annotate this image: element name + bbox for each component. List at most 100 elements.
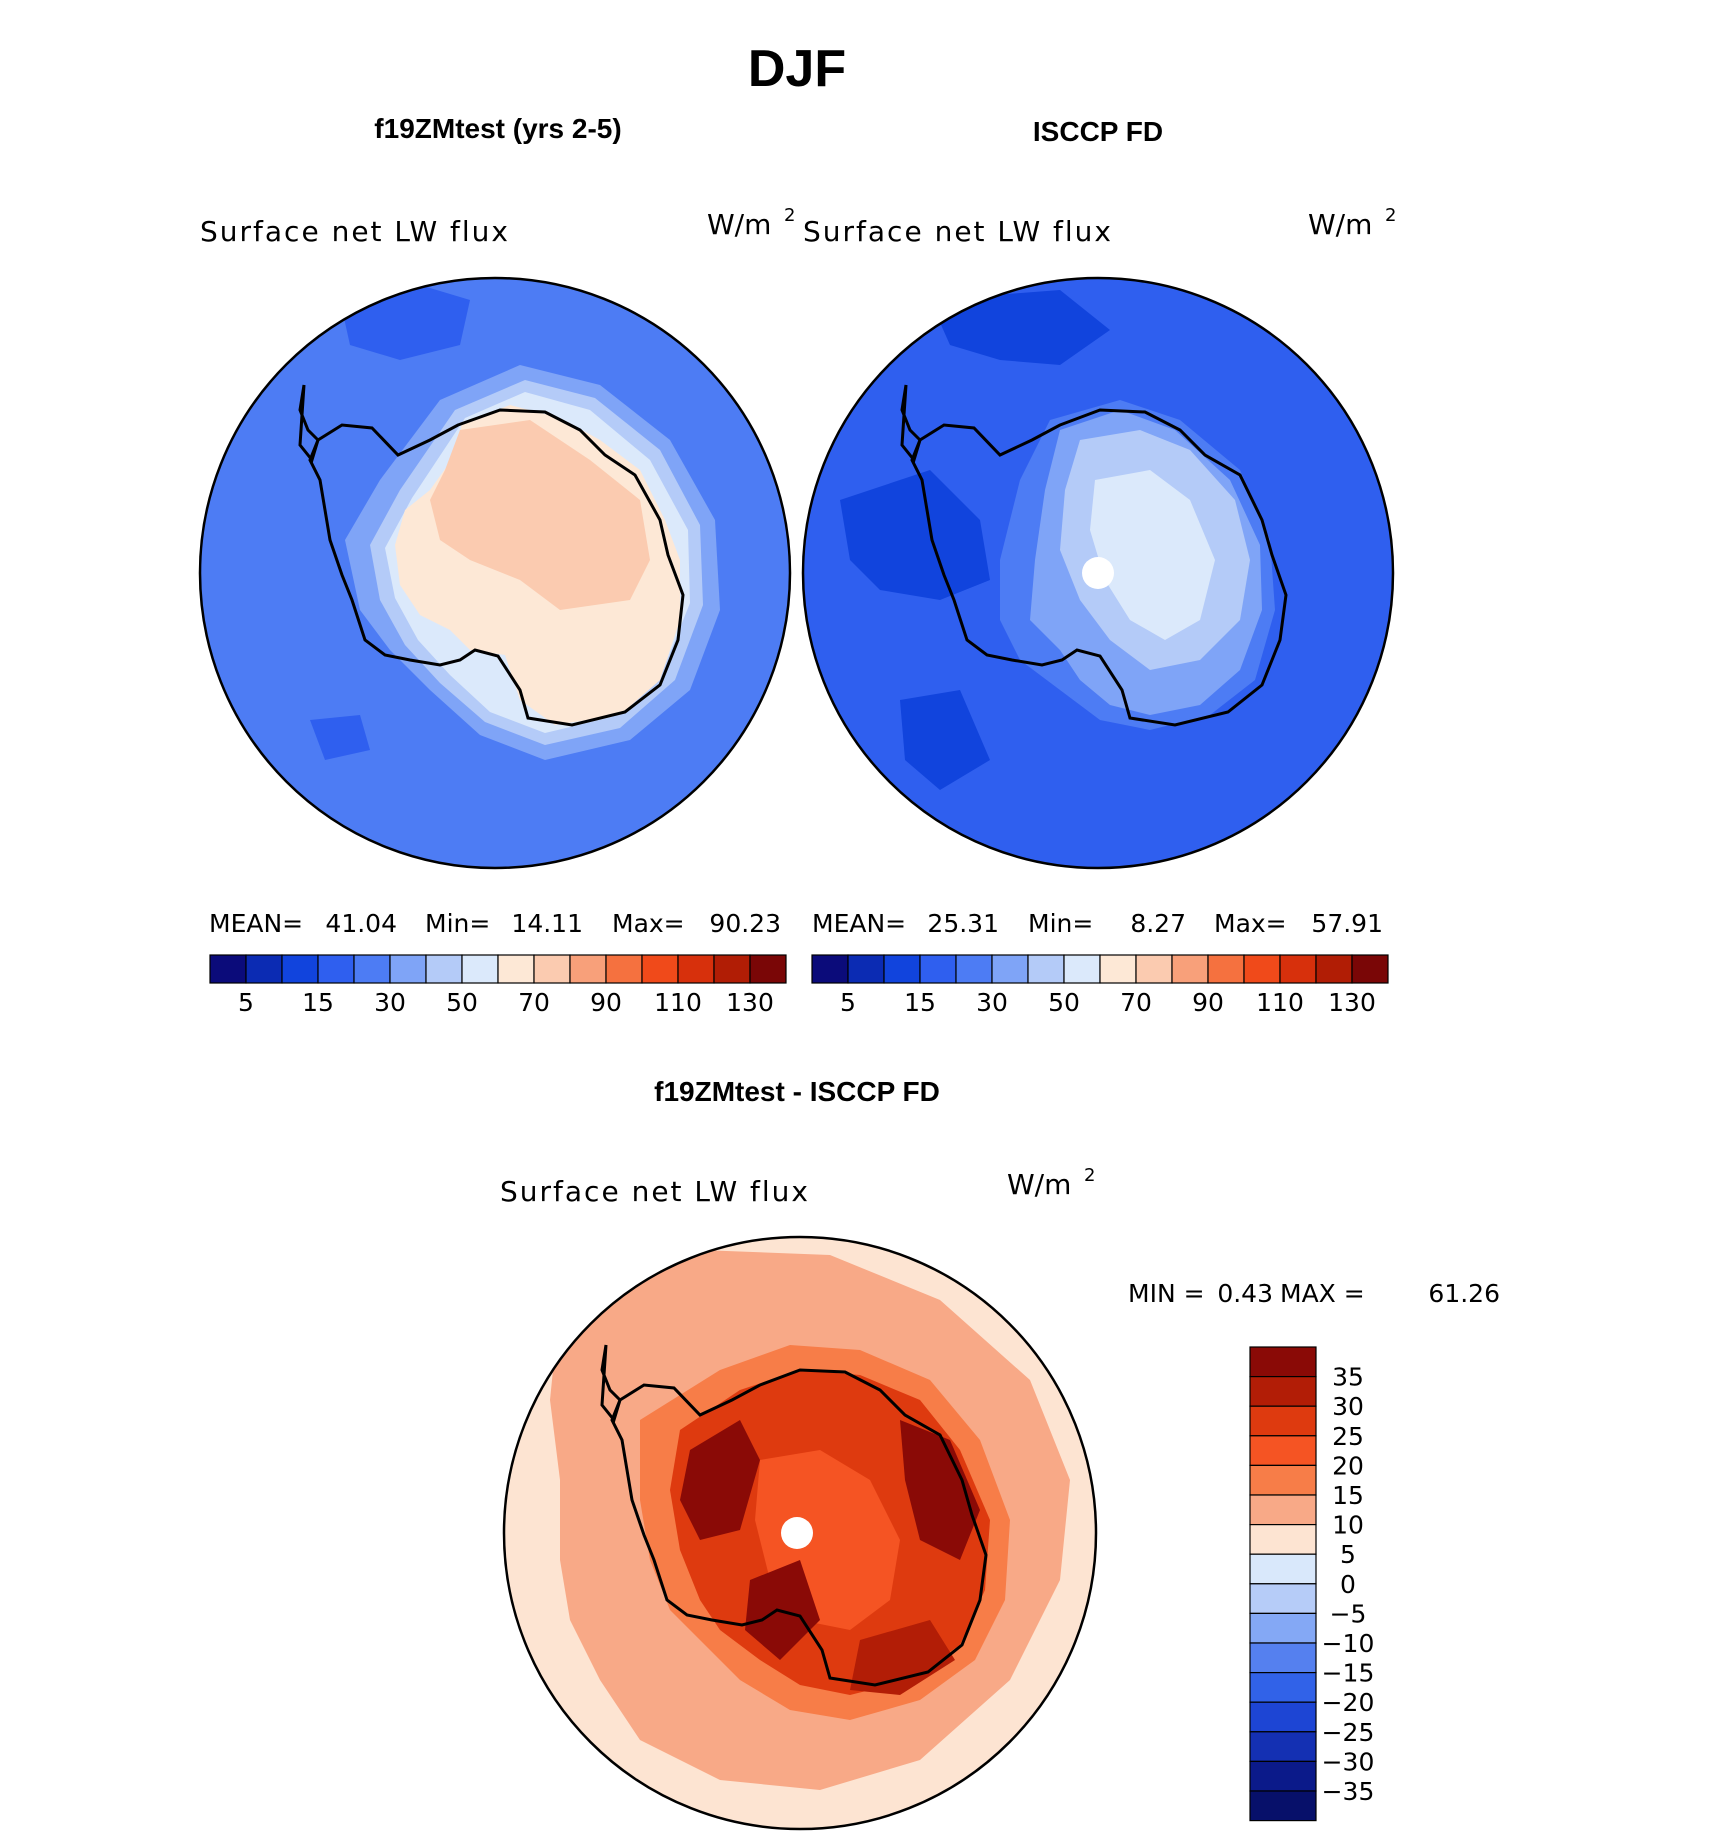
colorbar-tick-label: −35 [1322,1777,1375,1806]
colorbar-swatch [1249,1435,1317,1467]
colorbar-tick-label: 70 [518,988,550,1017]
mean-label: MEAN= [209,909,303,938]
colorbar-swatch [1135,954,1173,984]
colorbar-swatch [1207,954,1245,984]
colorbar-tick-label: 50 [446,988,478,1017]
colorbar-swatch [641,954,679,984]
colorbar-swatch [1249,1553,1317,1585]
colorbar-swatch [1249,1642,1317,1674]
colorbar-swatch [677,954,715,984]
colorbar-swatch [317,954,355,984]
pole-hole [1082,557,1114,589]
panel-model: f19ZMtest (yrs 2-5) Surface net LW flux … [198,113,795,1017]
colorbar-tick-label: 35 [1332,1363,1364,1392]
min-label: Min= [1028,909,1093,938]
variable-label: Surface net LW flux [803,215,1113,248]
colorbar-swatch [533,954,571,984]
mean-label: MEAN= [812,909,906,938]
peak-patch [900,1420,980,1560]
min-value: 0.43 [1217,1279,1273,1308]
colorbar-tick-label: 5 [1340,1540,1356,1569]
mean-value: 25.31 [927,909,999,938]
colorbar-swatch [425,954,463,984]
units-text: W/m [1007,1168,1071,1201]
colorbar-tick-label: 15 [904,988,936,1017]
variable-label: Surface net LW flux [200,215,510,248]
colorbar-tick-label: 0 [1340,1570,1356,1599]
colorbar-swatch [1315,954,1353,984]
colorbar-horizontal: 5 15 30 50 70 90 110 130 [811,954,1389,1017]
colorbar-swatch [353,954,391,984]
colorbar-swatch [749,954,787,984]
colorbar-tick-label: 30 [1332,1392,1364,1421]
colorbar-tick-label: 90 [590,988,622,1017]
panel-difference: f19ZMtest - ISCCP FD Surface net LW flux… [500,1076,1500,1831]
season-title: DJF [748,40,846,98]
colorbar-tick-label: −25 [1322,1718,1375,1747]
min-label: Min= [425,909,490,938]
colorbar-swatch [1249,1790,1317,1822]
low-flux-patch [900,690,990,790]
mean-value: 41.04 [325,909,397,938]
colorbar-tick-label: −15 [1322,1659,1375,1688]
colorbar-tick-label: 110 [1256,988,1304,1017]
colorbar-swatch [1249,1701,1317,1733]
colorbar-swatch [245,954,283,984]
stats-line: MEAN= 25.31 Min= 8.27 Max= 57.91 [812,909,1383,938]
colorbar-tick-label: 70 [1120,988,1152,1017]
colorbar-tick-label: 130 [1328,988,1376,1017]
units-label: W/m 2 [707,205,795,241]
colorbar-swatch [461,954,499,984]
colorbar-tick-label: 15 [302,988,334,1017]
colorbar-swatch [569,954,607,984]
colorbar-swatch [1249,1760,1317,1792]
max-value: 57.91 [1311,909,1383,938]
colorbar-swatch [1249,1464,1317,1496]
colorbar-tick-label: 30 [374,988,406,1017]
colorbar-swatch [1249,1583,1317,1615]
colorbar-tick-label: 5 [840,988,856,1017]
units-exponent: 2 [1084,1165,1095,1186]
low-flux-patch [310,715,370,760]
panel-title: ISCCP FD [1033,116,1163,147]
units-text: W/m [707,208,771,241]
colorbar-swatch [713,954,751,984]
min-value: 8.27 [1130,909,1186,938]
colorbar-tick-label: 20 [1332,1451,1364,1480]
colorbar-swatch [1099,954,1137,984]
colorbar-swatch [1249,1671,1317,1703]
map-boundary [502,1235,1098,1831]
map-boundary [801,276,1395,870]
colorbar-swatch [497,954,535,984]
min-label: MIN = [1128,1279,1205,1308]
colorbar-swatch [847,954,885,984]
colorbar-swatch [1249,1375,1317,1407]
colorbar-swatch [991,954,1029,984]
colorbar-swatch [209,954,247,984]
map-area [504,1237,1096,1829]
colorbar-swatch [605,954,643,984]
colorbar-tick-label: 90 [1192,988,1224,1017]
colorbar-swatch [811,954,849,984]
colorbar-tick-label: 30 [976,988,1008,1017]
colorbar-swatch [1243,954,1281,984]
colorbar-horizontal: 5 15 30 50 70 90 110 130 [209,954,787,1017]
colorbar-swatch [1351,954,1389,984]
colorbar-swatch [955,954,993,984]
colorbar-tick-label: 130 [726,988,774,1017]
colorbar-tick-label: −30 [1322,1747,1375,1776]
max-value: 90.23 [709,909,781,938]
units-text: W/m [1308,208,1372,241]
colorbar-tick-label: −10 [1322,1629,1375,1658]
colorbar-tick-label: 15 [1332,1481,1364,1510]
colorbar-swatch [1279,954,1317,984]
colorbar-tick-label: −20 [1322,1688,1375,1717]
colorbar-tick-label: 50 [1048,988,1080,1017]
panel-title: f19ZMtest (yrs 2-5) [374,113,621,144]
peninsula-outline [900,384,922,464]
peak-patch [680,1420,760,1540]
peninsula-outline [600,1344,622,1424]
colorbar-tick-label: 110 [654,988,702,1017]
colorbar-swatch [1249,1405,1317,1437]
map-area [803,278,1393,868]
